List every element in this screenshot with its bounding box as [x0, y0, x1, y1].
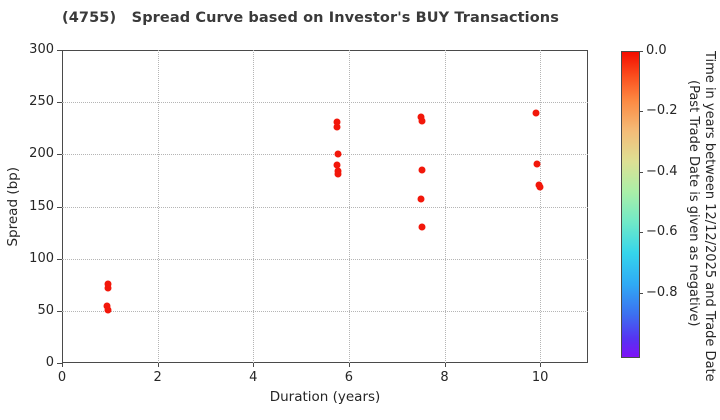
y-tick-mark [57, 310, 62, 312]
colorbar-tick-mark [639, 111, 643, 113]
colorbar-label-line-1: Time in years between 12/12/2025 and Tra… [702, 51, 717, 382]
x-tick-mark [348, 363, 350, 367]
data-point [333, 161, 341, 169]
data-point [418, 166, 426, 174]
colorbar-tick-mark [639, 292, 643, 294]
colorbar-tick-mark [639, 51, 643, 52]
y-tick-mark [57, 154, 62, 156]
colorbar-tick-mark [639, 232, 643, 234]
y-tick-mark [57, 102, 62, 104]
data-point [334, 170, 342, 178]
data-point [418, 117, 426, 125]
data-point [104, 306, 112, 314]
data-point [417, 195, 425, 203]
y-tick-label: 200 [29, 146, 54, 162]
y-tick-label: 300 [29, 42, 54, 57]
colorbar-tick-label: 0.0 [646, 43, 667, 58]
data-point [417, 113, 425, 121]
x-tick-mark [62, 363, 63, 367]
y-tick-label: 0 [45, 355, 54, 370]
grid-line-horizontal [62, 154, 588, 156]
x-tick-label: 8 [440, 370, 449, 385]
y-tick-mark [57, 258, 62, 260]
y-tick-mark [57, 363, 62, 364]
y-tick-mark [57, 50, 62, 51]
colorbar-tick-label: −0.2 [646, 103, 678, 119]
chart-title: (4755) Spread Curve based on Investor's … [62, 10, 559, 26]
grid-line-horizontal [62, 310, 588, 312]
colorbar-label-line-2: (Past Trade Date is given as negative) [686, 80, 701, 327]
grid-line-horizontal [62, 258, 588, 260]
data-point [333, 118, 341, 126]
colorbar-label: Time in years between 12/12/2025 and Tra… [681, 51, 717, 382]
x-tick-label: 6 [344, 370, 354, 385]
data-point [103, 302, 111, 310]
x-tick-label: 0 [57, 370, 67, 385]
x-tick-label: 10 [531, 370, 549, 385]
colorbar-tick-label: −0.4 [646, 163, 678, 179]
x-tick-label: 2 [153, 370, 162, 385]
grid-line-horizontal [62, 102, 588, 104]
colorbar-tick-label: −0.6 [646, 224, 678, 240]
y-tick-mark [57, 206, 62, 208]
colorbar-tick-label: −0.8 [646, 284, 678, 300]
y-tick-label: 50 [37, 302, 54, 318]
data-point [104, 280, 112, 288]
data-point [418, 223, 426, 231]
data-point [536, 183, 544, 191]
y-tick-label: 100 [29, 250, 54, 266]
x-tick-mark [253, 363, 255, 367]
data-point [334, 150, 342, 158]
x-tick-mark [444, 363, 446, 367]
x-tick-label: 4 [249, 370, 258, 385]
data-point [532, 109, 540, 117]
y-tick-label: 150 [29, 198, 54, 214]
data-point [104, 284, 112, 292]
data-point [533, 160, 541, 168]
colorbar-gradient [621, 51, 640, 358]
grid-line-horizontal [62, 206, 588, 208]
colorbar-tick-mark [639, 171, 643, 173]
x-axis-label: Duration (years) [269, 389, 381, 405]
y-tick-label: 250 [29, 94, 54, 110]
data-point [333, 123, 341, 131]
x-tick-mark [540, 363, 542, 367]
x-tick-mark [157, 363, 159, 367]
